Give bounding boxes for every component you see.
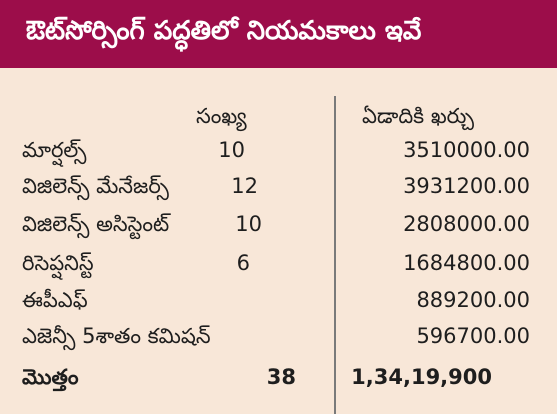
row-count: 6 xyxy=(236,251,250,275)
total-label: మొత్తం xyxy=(22,365,79,389)
row-cost: 596700.00 xyxy=(416,324,530,348)
row-name: విజిలెన్స్ అసిస్టెంట్ xyxy=(22,212,170,236)
column-divider xyxy=(334,96,336,414)
column-header-cost: ఏడాదికి ఖర్చు xyxy=(362,104,474,128)
total-cost: 1,34,19,900 xyxy=(351,365,492,389)
column-header-count: సంఖ్య xyxy=(196,104,247,128)
row-cost: 1684800.00 xyxy=(403,251,530,275)
row-cost: 889200.00 xyxy=(416,288,530,312)
row-cost: 3931200.00 xyxy=(403,174,530,198)
row-cost: 2808000.00 xyxy=(403,212,530,236)
header-banner: ఔట్‌సోర్సింగ్ పద్ధతిలో నియమకాలు ఇవే xyxy=(0,0,557,68)
row-name: మార్షల్స్ xyxy=(22,138,87,162)
row-name: రిసెప్షనిస్ట్ xyxy=(22,251,94,275)
row-name: ఎజెన్సీ 5శాతం కమిషన్ xyxy=(22,324,211,348)
page-title: ఔట్‌సోర్సింగ్ పద్ధతిలో నియమకాలు ఇవే xyxy=(26,16,422,46)
row-count: 10 xyxy=(235,212,262,236)
row-name: ఈపీఎఫ్ xyxy=(22,288,88,312)
row-name: విజిలెన్స్ మేనేజర్స్ xyxy=(22,174,169,198)
total-count: 38 xyxy=(266,365,296,389)
row-cost: 3510000.00 xyxy=(403,138,530,162)
row-count: 12 xyxy=(231,174,258,198)
row-count: 10 xyxy=(218,138,245,162)
